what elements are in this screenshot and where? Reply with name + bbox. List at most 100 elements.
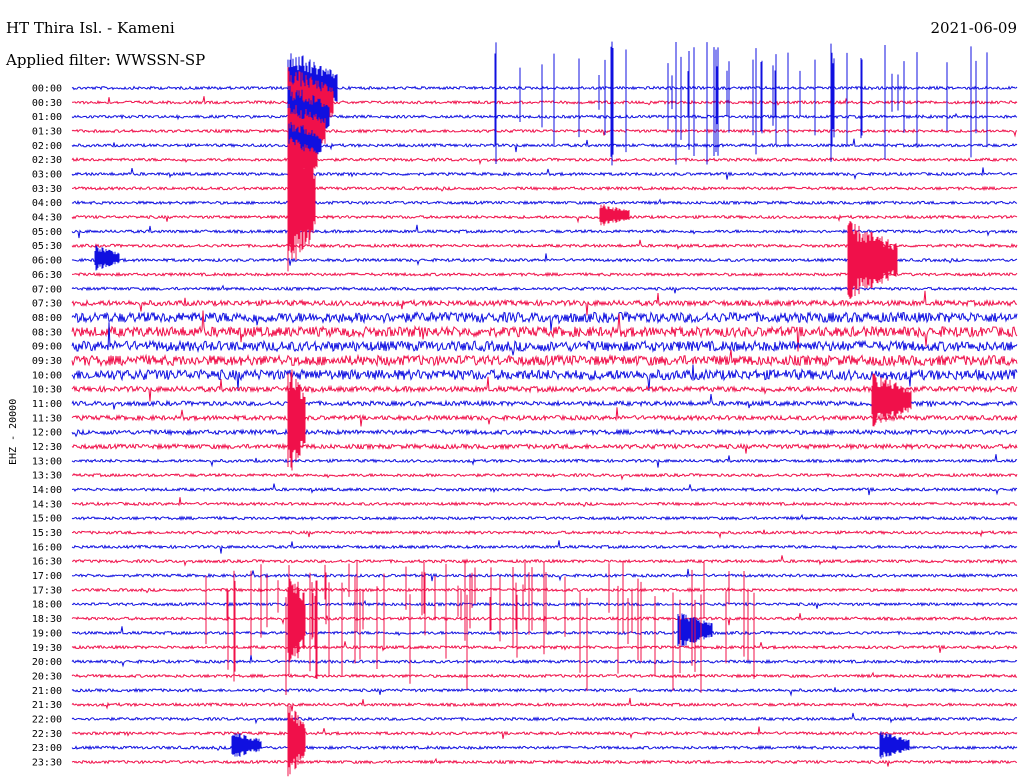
trace-row (71, 757, 1018, 767)
event-burst (287, 565, 306, 675)
trace-row (71, 513, 1018, 522)
trace-row (71, 198, 1018, 206)
row-time-label: 22:30 (32, 729, 62, 740)
row-time-label: 10:00 (32, 370, 62, 381)
trace-row (71, 214, 1018, 224)
trace-row (71, 310, 1018, 352)
row-time-label: 00:30 (32, 98, 62, 109)
row-time-label: 06:00 (32, 256, 62, 267)
trace-row (71, 156, 1018, 166)
trace-row (71, 322, 1018, 356)
date-label: 2021-06-09 (931, 19, 1017, 37)
row-time-label: 15:00 (32, 514, 62, 525)
event-burst (879, 731, 910, 759)
event-burst (847, 221, 898, 299)
row-time-label: 13:00 (32, 456, 62, 467)
row-time-label: 14:30 (32, 499, 62, 510)
filter-label: Applied filter: WWSSN-SP (5, 51, 205, 69)
trace-row (71, 497, 1018, 508)
row-time-label: 23:30 (32, 757, 62, 768)
row-time-label: 10:30 (32, 385, 62, 396)
row-time-label: 01:00 (32, 112, 62, 123)
row-time-label: 12:00 (32, 428, 62, 439)
row-time-label: 18:30 (32, 614, 62, 625)
row-time-label: 02:00 (32, 141, 62, 152)
row-time-label: 09:30 (32, 356, 62, 367)
trace-row (71, 744, 1018, 752)
trace-row (71, 394, 1018, 410)
trace-row (72, 185, 1018, 192)
trace-row (71, 112, 1018, 121)
trace-row (71, 138, 1018, 153)
trace-row (71, 540, 1018, 554)
row-time-label: 04:00 (32, 198, 62, 209)
trace-row (71, 85, 1018, 91)
tick-label-layer: 00:00 00:30 01:00 01:30 02:00 02:30 03:00 03:30… (32, 84, 62, 769)
event-burst (871, 373, 912, 427)
trace-row (71, 407, 1018, 427)
trace-row (71, 428, 1018, 438)
station-title: HT Thira Isl. - Kameni (6, 19, 175, 37)
trace-row (71, 290, 1018, 316)
row-time-label: 05:00 (32, 227, 62, 238)
trace-row (71, 726, 1018, 740)
trace-row (71, 349, 1018, 368)
row-time-label: 11:00 (32, 399, 62, 410)
row-time-label: 23:00 (32, 743, 62, 754)
row-time-label: 07:00 (32, 284, 62, 295)
row-time-label: 20:00 (32, 657, 62, 668)
row-time-label: 11:30 (32, 413, 62, 424)
event-burst (287, 369, 306, 471)
row-time-label: 16:00 (32, 542, 62, 553)
row-time-label: 18:00 (32, 600, 62, 611)
event-burst (599, 204, 630, 226)
trace-row (71, 364, 1018, 392)
row-time-label: 08:00 (32, 313, 62, 324)
row-time-label: 19:30 (32, 643, 62, 654)
trace-row (71, 167, 1018, 180)
row-time-label: 15:30 (32, 528, 62, 539)
row-time-label: 20:30 (32, 671, 62, 682)
row-time-label: 08:30 (32, 327, 62, 338)
row-time-label: 07:30 (32, 299, 62, 310)
trace-row (71, 128, 1018, 138)
event-burst (287, 703, 306, 777)
row-time-label: 16:30 (32, 557, 62, 568)
row-time-label: 14:00 (32, 485, 62, 496)
row-time-label: 03:00 (32, 170, 62, 181)
row-time-label: 17:00 (32, 571, 62, 582)
trace-row (72, 96, 1018, 106)
trace-row (71, 310, 1018, 331)
row-time-label: 04:30 (32, 213, 62, 224)
row-time-label: 05:30 (32, 241, 62, 252)
channel-axis-label: EHZ - 20000 (8, 399, 19, 465)
trace-row (72, 555, 1018, 567)
trace-row (71, 687, 1018, 697)
event-burst (94, 245, 120, 271)
row-time-label: 09:00 (32, 342, 62, 353)
row-time-label: 22:00 (32, 714, 62, 725)
row-time-label: 00:00 (32, 84, 62, 95)
row-time-label: 06:30 (32, 270, 62, 281)
trace-row (71, 697, 1017, 712)
row-time-label: 21:00 (32, 686, 62, 697)
row-time-label: 21:30 (32, 700, 62, 711)
row-time-label: 17:30 (32, 585, 62, 596)
trace-row (71, 529, 1018, 540)
trace-row (71, 376, 1018, 402)
row-time-label: 12:30 (32, 442, 62, 453)
trace-row (71, 454, 1018, 468)
row-time-label: 01:30 (32, 127, 62, 138)
trace-row (71, 654, 1018, 668)
trace-layer (71, 41, 1018, 777)
event-burst (231, 733, 262, 757)
row-time-label: 02:30 (32, 155, 62, 166)
trace-row (71, 671, 1018, 679)
trace-row (71, 472, 1018, 481)
trace-row (71, 439, 1018, 454)
trace-row (71, 483, 1018, 496)
row-time-label: 19:00 (32, 628, 62, 639)
event-burst (287, 128, 316, 272)
row-time-label: 03:30 (32, 184, 62, 195)
